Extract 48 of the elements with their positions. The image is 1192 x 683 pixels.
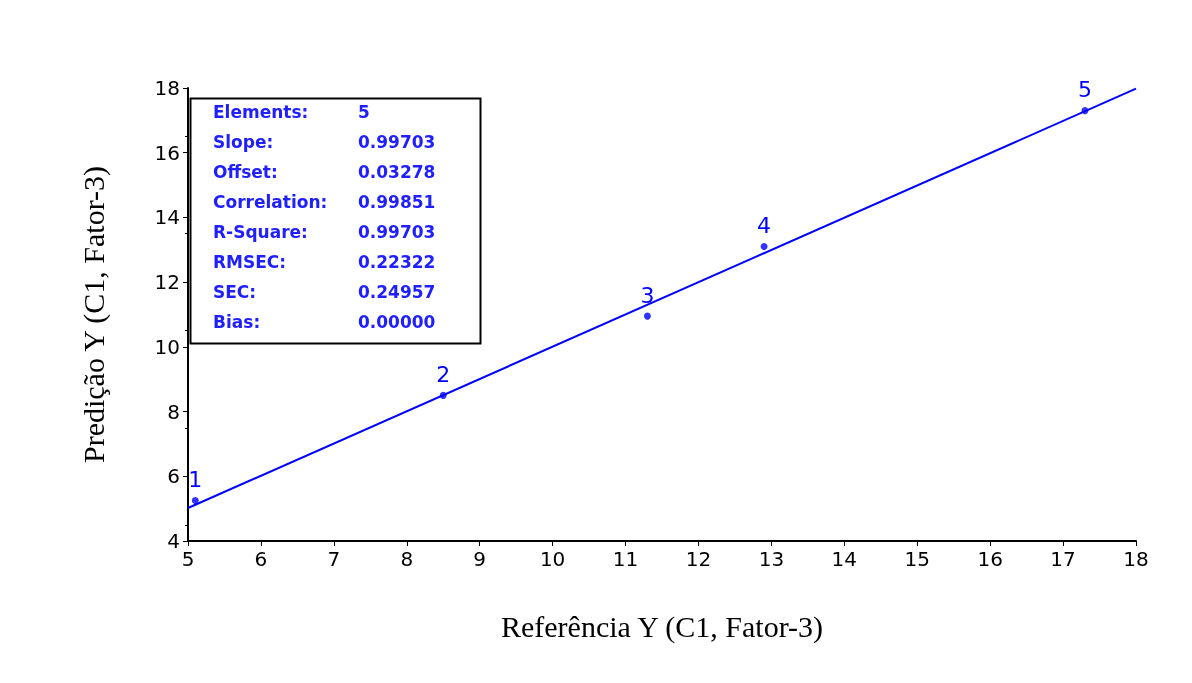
- annotation: 1: [188, 467, 203, 493]
- annotation: 5: [358, 101, 370, 122]
- x-tick-label: 15: [904, 547, 930, 571]
- annotation: 0.24957: [358, 281, 436, 302]
- x-tick-label: 6: [254, 547, 268, 571]
- x-tick-label: 17: [1050, 547, 1076, 571]
- x-axis-title: Referência Y (C1, Fator-3): [500, 609, 824, 644]
- x-tick-label: 14: [831, 547, 858, 571]
- y-tick-label: 10: [154, 334, 180, 359]
- annotation: RMSEC:: [213, 251, 287, 272]
- annotation: 0.99851: [358, 191, 436, 212]
- x-tick-label: 11: [612, 547, 639, 571]
- annotation: 0.99703: [358, 221, 436, 242]
- x-tick-label: 7: [327, 547, 341, 571]
- annotation: 0.99703: [358, 131, 436, 152]
- x-tick-label: 12: [685, 547, 712, 571]
- annotation: R-Square:: [213, 221, 308, 242]
- annotation: 0.03278: [358, 161, 436, 182]
- x-tick-label: 18: [1123, 547, 1149, 571]
- y-tick-label: 8: [167, 399, 180, 424]
- annotation: 3: [640, 282, 655, 308]
- x-tick-label: 10: [539, 547, 566, 571]
- x-tick-label: 8: [400, 547, 414, 571]
- annotation: 0.22322: [358, 251, 436, 272]
- y-tick-label: 14: [154, 205, 180, 230]
- point: [191, 497, 199, 505]
- annotation: Slope:: [213, 131, 274, 152]
- annotation: Elements:: [213, 101, 309, 122]
- annotation: Offset:: [213, 161, 278, 182]
- y-axis-title: Predição Y (C1, Fator-3): [76, 165, 111, 464]
- y-tick-label: 12: [154, 270, 180, 295]
- annotation: 0.00000: [358, 311, 436, 332]
- annotation: 4: [757, 213, 772, 239]
- x-tick-label: 16: [977, 547, 1003, 571]
- y-tick-label: 6: [167, 464, 180, 489]
- annotation: 2: [436, 361, 451, 387]
- x-tick-label: 9: [473, 547, 487, 571]
- point: [643, 312, 651, 320]
- annotation: Correlation:: [213, 191, 328, 212]
- y-tick-label: 16: [154, 140, 180, 165]
- y-tick-label: 18: [154, 76, 180, 100]
- y-tick-label: 4: [167, 529, 180, 553]
- x-tick-label: 5: [181, 547, 195, 571]
- x-tick-label: 13: [758, 547, 785, 571]
- annotation: Bias:: [213, 311, 261, 332]
- annotation: SEC:: [213, 281, 257, 302]
- point: [760, 243, 768, 251]
- annotation: 5: [1077, 77, 1092, 103]
